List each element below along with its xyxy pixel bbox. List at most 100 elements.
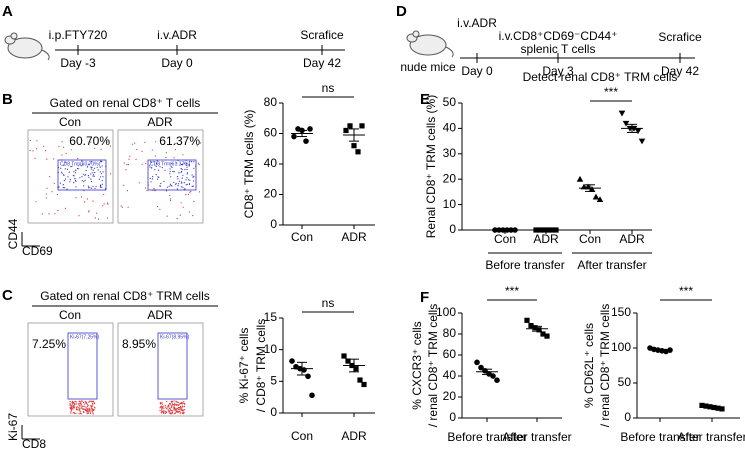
flow-event	[69, 400, 71, 403]
flow-plot	[117, 129, 204, 224]
flow-event	[100, 184, 102, 186]
mouse-icon	[4, 32, 50, 61]
flow-event	[154, 190, 156, 192]
flow-event	[53, 158, 55, 160]
flow-event	[185, 164, 188, 166]
flow-event	[163, 412, 165, 415]
y-axis-label: % CXCR3⁺ cells	[410, 321, 424, 409]
significance-label: ***	[604, 85, 618, 99]
flow-event	[29, 139, 31, 142]
data-point	[592, 193, 600, 200]
flow-event	[192, 176, 194, 178]
data-point	[622, 120, 630, 127]
flow-event	[182, 186, 184, 188]
flow-event	[84, 405, 86, 407]
flow-event	[183, 402, 185, 404]
flow-title: Gated on renal CD8⁺ TRM cells	[40, 289, 210, 303]
y-tick-label: 20	[264, 187, 278, 201]
flow-event	[45, 150, 47, 152]
flow-sample: Con	[59, 308, 81, 322]
flow-event	[78, 409, 80, 411]
flow-event	[77, 165, 79, 167]
flow-event	[77, 403, 80, 405]
flow-event	[145, 187, 147, 189]
flow-event	[70, 166, 72, 168]
x-tick-label: Con	[579, 232, 601, 246]
flow-event	[170, 409, 172, 411]
flow-event	[180, 202, 182, 204]
flow-event	[150, 161, 152, 163]
flow-event	[92, 185, 94, 187]
y-tick-label: 0	[624, 410, 631, 424]
flow-event	[82, 408, 84, 410]
flow-event	[100, 176, 102, 178]
flow-event	[173, 409, 175, 411]
flow-event	[93, 410, 95, 412]
flow-event	[80, 165, 82, 167]
flow-event	[183, 163, 185, 165]
flow-event	[181, 405, 183, 407]
flow-event	[88, 401, 90, 403]
flow-event	[178, 172, 180, 174]
flow-event	[174, 412, 176, 414]
data-point	[355, 149, 361, 155]
flow-event	[68, 171, 70, 173]
data-point	[532, 325, 538, 331]
flow-event	[161, 407, 164, 409]
panel-label: D	[396, 3, 407, 20]
flow-event	[174, 143, 176, 145]
flow-event	[90, 407, 92, 409]
x-tick-label: Before transfer	[447, 430, 526, 444]
flow-sample: ADR	[147, 308, 173, 322]
flow-event	[86, 413, 88, 415]
flow-axis-label: CD69	[22, 244, 53, 258]
flow-event	[61, 154, 63, 156]
flow-event	[176, 404, 178, 406]
flow-event	[69, 407, 71, 409]
data-point	[540, 331, 546, 337]
flow-event	[127, 164, 129, 166]
flow-event	[128, 158, 130, 160]
timeline-day: Day 3	[542, 64, 574, 78]
flow-gate-label: Ki-67(7.25%)	[70, 334, 100, 340]
flow-event	[175, 182, 177, 184]
flow-event	[80, 403, 82, 405]
flow-event	[96, 212, 98, 214]
flow-event	[64, 161, 66, 163]
flow-event	[93, 403, 96, 405]
flow-event	[161, 410, 164, 412]
flow-event	[134, 142, 136, 144]
flow-event	[94, 147, 96, 149]
flow-event	[78, 215, 80, 217]
flow-event	[181, 407, 183, 409]
flow-event	[51, 191, 53, 193]
flow-event	[178, 180, 181, 182]
flow-event	[87, 166, 89, 168]
flow-event	[99, 166, 101, 168]
flow-event	[78, 407, 80, 409]
flow-event	[200, 142, 202, 144]
flow-event	[157, 178, 159, 180]
flow-event	[192, 180, 195, 182]
data-point	[359, 123, 365, 129]
y-axis-label: Renal CD8⁺ TRM cells (%)	[424, 95, 438, 238]
flow-event	[79, 408, 81, 410]
flow-event	[79, 411, 81, 413]
data-point	[638, 138, 646, 145]
flow-event	[165, 411, 168, 414]
flow-event	[84, 409, 87, 411]
flow-event	[56, 194, 59, 196]
flow-event	[95, 185, 97, 187]
significance-label: ***	[505, 284, 519, 298]
data-point	[343, 127, 349, 134]
flow-event	[97, 218, 100, 220]
flow-event	[173, 400, 175, 402]
flow-event	[74, 172, 77, 174]
flow-event	[69, 404, 71, 407]
x-tick-label: Con	[291, 429, 313, 443]
flow-event	[46, 187, 48, 189]
flow-event	[171, 185, 173, 187]
flow-event	[176, 411, 179, 413]
flow-event	[48, 213, 50, 215]
y-tick-label: 50	[618, 375, 632, 389]
